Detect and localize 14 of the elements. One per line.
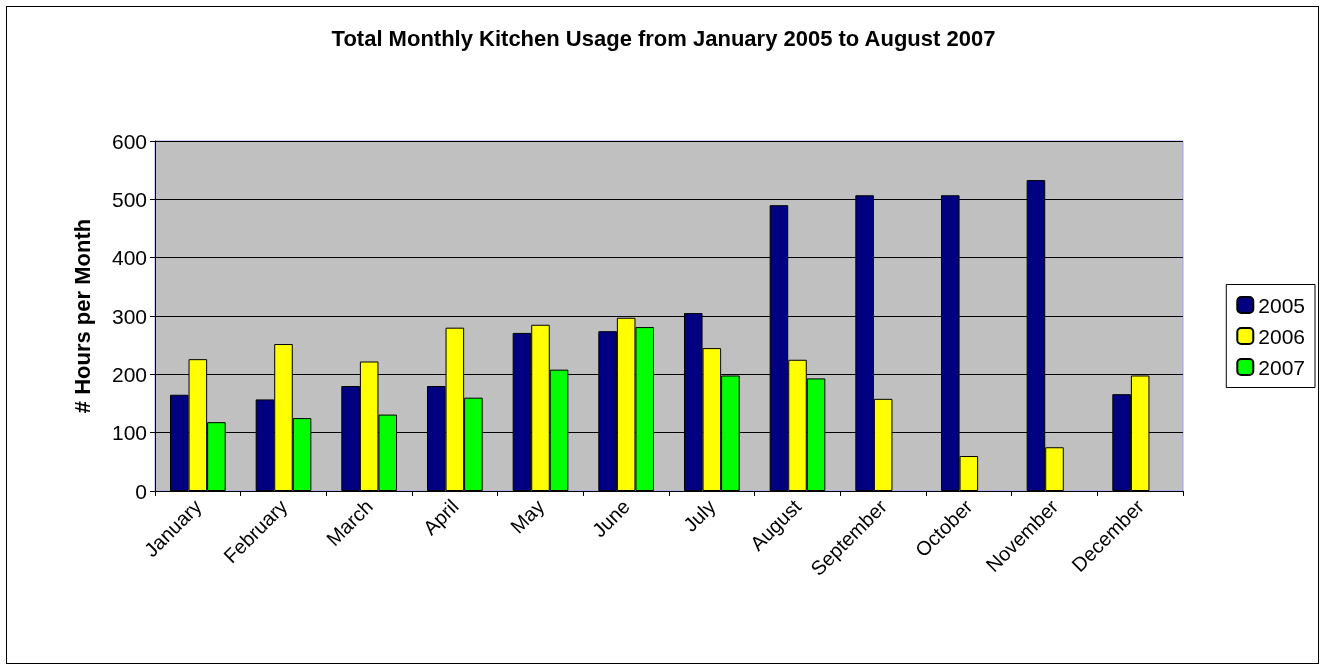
chart-title: Total Monthly Kitchen Usage from January 2005 to August 2007 — [331, 25, 996, 51]
x-tick-label: May — [506, 495, 549, 538]
y-tick-label: 200 — [111, 362, 147, 386]
y-tick-label: 600 — [111, 129, 147, 153]
legend-label: 2006 — [1258, 324, 1305, 348]
x-tick-label: July — [678, 495, 720, 536]
y-tick-label: 100 — [111, 421, 147, 445]
y-axis-title: # Hours per Month — [69, 218, 95, 414]
y-tick-label: 0 — [135, 479, 147, 503]
y-tick-label: 400 — [111, 246, 147, 270]
y-tick-label: 500 — [111, 187, 147, 211]
legend-label: 2005 — [1258, 293, 1305, 317]
y-tick-label: 300 — [111, 304, 147, 328]
legend-label: 2007 — [1258, 355, 1305, 379]
